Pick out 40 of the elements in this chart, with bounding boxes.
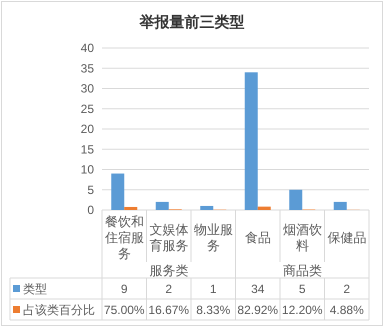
y-tick-label: 25 xyxy=(80,102,94,116)
data-label: 4.88% xyxy=(330,303,364,317)
x-tick-label: 保健品 xyxy=(327,230,366,245)
y-tick-label: 40 xyxy=(80,41,94,55)
y-tick-label: 5 xyxy=(87,182,94,197)
data-label: 5 xyxy=(298,282,306,296)
bar xyxy=(111,174,124,210)
bar xyxy=(334,202,347,210)
data-label: 1 xyxy=(210,282,217,296)
y-tick-label: 0 xyxy=(87,203,94,217)
x-tick-label: 食品 xyxy=(244,230,271,245)
data-label: 9 xyxy=(120,282,128,296)
x-tick-label: 烟酒饮料 xyxy=(282,222,322,253)
bar xyxy=(124,206,138,210)
bar xyxy=(258,206,271,210)
y-tick-label: 15 xyxy=(80,142,94,156)
y-tick-label: 35 xyxy=(80,61,94,76)
legend-label: 占该类百分比 xyxy=(23,303,95,317)
x-tick-label: 餐饮和住宿服务 xyxy=(104,214,144,261)
data-label: 2 xyxy=(343,282,350,296)
bar xyxy=(244,72,258,210)
text: 服务类 xyxy=(149,263,188,278)
x-tick-label: 物业服务 xyxy=(194,222,233,253)
data-label: 12.20% xyxy=(282,303,323,317)
text: 商品类 xyxy=(282,263,322,278)
bar xyxy=(289,190,302,210)
data-label: 34 xyxy=(251,282,265,296)
data-label: 16.67% xyxy=(148,303,190,317)
bar xyxy=(200,206,214,210)
y-tick-label: 30 xyxy=(80,82,94,96)
legend-label: 类型 xyxy=(23,282,47,296)
bar xyxy=(156,202,169,210)
data-label: 75.00% xyxy=(104,303,145,317)
y-tick-label: 10 xyxy=(80,162,94,176)
data-label: 8.33% xyxy=(196,303,231,317)
data-label: 2 xyxy=(165,282,172,296)
y-tick-label: 20 xyxy=(80,122,94,136)
x-tick-label: 文娱体育服务 xyxy=(149,222,188,253)
data-label: 82.92% xyxy=(237,303,278,317)
chart-title: 举报量前三类型 xyxy=(138,13,244,31)
